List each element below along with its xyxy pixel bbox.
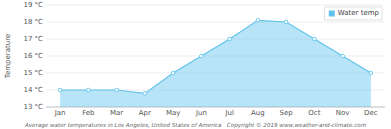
marker	[284, 20, 288, 24]
x-tick-label: Feb	[82, 109, 95, 117]
marker	[341, 54, 345, 58]
x-tick-label: Nov	[336, 109, 350, 117]
y-tick-label: 16 °C	[23, 52, 43, 60]
y-tick-label: 13 °C	[23, 103, 43, 111]
marker	[313, 37, 317, 41]
marker	[143, 92, 147, 96]
y-grid-line	[46, 22, 385, 23]
chart: 13 °C 14 °C 15 °C 16 °C 17 °C 18 °C 19 °C Jan Fe…	[0, 0, 391, 129]
marker	[200, 54, 204, 58]
marker	[171, 71, 175, 75]
marker	[87, 88, 91, 92]
grid	[46, 5, 385, 107]
x-tick-label: Oct	[308, 109, 320, 117]
area-fill	[60, 20, 371, 107]
y-grid-line	[46, 5, 385, 6]
legend-swatch	[329, 11, 335, 17]
plot-area	[58, 19, 372, 108]
x-tick-label: Jun	[195, 109, 207, 117]
y-tick-label: 14 °C	[23, 86, 43, 94]
legend-label: Water temp	[338, 9, 380, 17]
y-axis-label: Temperature	[4, 34, 12, 79]
y-tick-label: 18 °C	[23, 18, 43, 26]
y-tick-label: 19 °C	[23, 1, 43, 9]
line	[60, 20, 371, 93]
marker	[228, 37, 232, 41]
x-tick-label: Aug	[251, 109, 265, 117]
legend-frame	[325, 7, 382, 20]
x-tick-label: Mar	[110, 109, 123, 117]
legend: Water temp	[325, 7, 382, 20]
marker	[369, 71, 373, 75]
y-tick-label: 15 °C	[23, 69, 43, 77]
x-tick-label: Sep	[280, 109, 294, 117]
x-tick-label: May	[166, 109, 180, 117]
x-tick-label: Jul	[224, 109, 234, 117]
x-tick-label: Apr	[139, 109, 151, 117]
marker	[256, 19, 260, 23]
x-tick-label: Dec	[364, 109, 378, 117]
x-tick-label: Jan	[54, 109, 66, 117]
y-tick-label: 17 °C	[23, 35, 43, 43]
y-grid-line	[46, 39, 385, 40]
marker	[115, 88, 119, 92]
caption: Average water temperatures in Los Angele…	[24, 122, 367, 129]
marker	[58, 88, 62, 92]
